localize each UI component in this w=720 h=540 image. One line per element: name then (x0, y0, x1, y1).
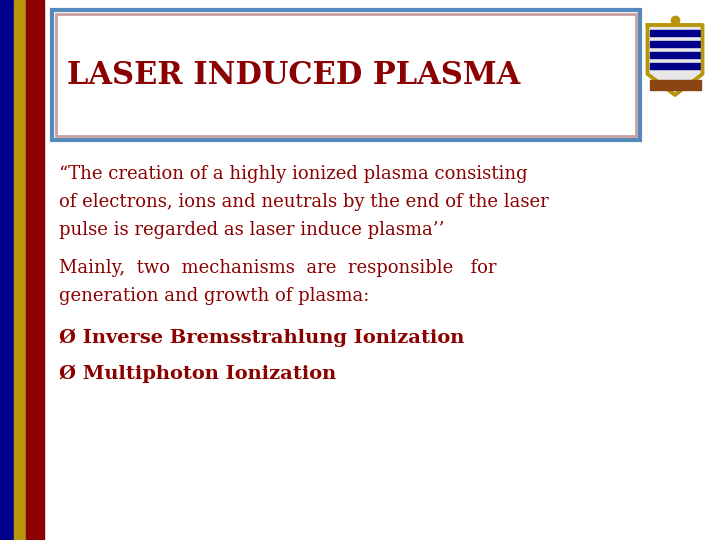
Text: “The creation of a highly ionized plasma consisting: “The creation of a highly ionized plasma… (59, 165, 528, 183)
Bar (14, 0, 26, 540)
Bar (56, 14, 636, 136)
Text: generation and growth of plasma:: generation and growth of plasma: (59, 287, 369, 305)
Bar (649, 52, 701, 58)
Text: Mainly,  two  mechanisms  are  responsible   for: Mainly, two mechanisms are responsible f… (59, 259, 497, 277)
Bar (649, 63, 701, 69)
Bar (26, 0, 44, 540)
Text: of electrons, ions and neutrals by the end of the laser: of electrons, ions and neutrals by the e… (59, 193, 549, 211)
Text: pulse is regarded as laser induce plasma’’: pulse is regarded as laser induce plasma… (59, 221, 444, 239)
Bar (0, 0, 14, 540)
Text: Ø Multiphoton Ionization: Ø Multiphoton Ionization (59, 365, 336, 383)
Bar (649, 30, 701, 36)
Polygon shape (647, 25, 703, 95)
Bar (649, 42, 701, 47)
Bar (649, 79, 701, 90)
Text: Ø Inverse Bremsstrahlung Ionization: Ø Inverse Bremsstrahlung Ionization (59, 329, 464, 347)
Bar (52, 10, 640, 140)
Text: LASER INDUCED PLASMA: LASER INDUCED PLASMA (67, 59, 521, 91)
